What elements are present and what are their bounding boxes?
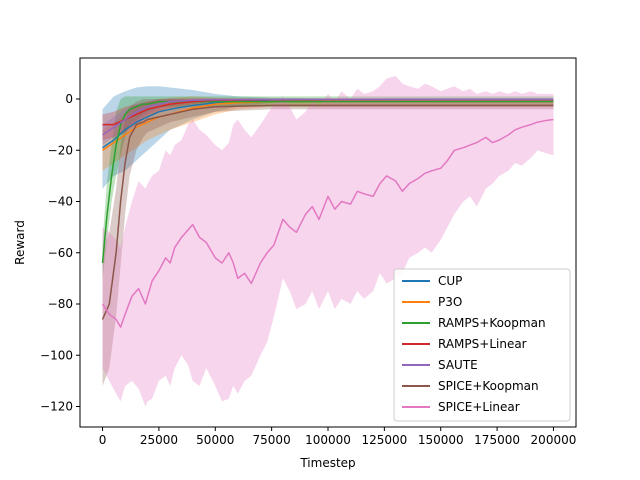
y-axis-ticks: −120 −100 −80 −60 −40 −20 0: [40, 92, 80, 414]
y-tick-label-6: 0: [65, 92, 73, 106]
legend-box: [393, 268, 571, 422]
band-series-5: [102, 99, 554, 386]
line-series-2: [101, 100, 554, 264]
band-series-6: [102, 75, 554, 407]
legend-label-3: RAMPS+Linear: [438, 337, 527, 351]
y-tick-label-2: −80: [48, 297, 73, 311]
legend-label-0: CUP: [438, 274, 462, 288]
y-tick-label-0: −120: [40, 400, 73, 414]
x-tick-label-4: 100000: [305, 433, 351, 447]
y-axis-label: Reward: [13, 220, 27, 265]
x-axis-ticks: 0 25000 50000 75000 100000 125000 150000 175000…: [99, 427, 577, 447]
x-tick-label-5: 125000: [361, 433, 407, 447]
y-tick-label-1: −100: [40, 348, 73, 362]
x-tick-label-0: 0: [99, 433, 107, 447]
x-axis-label: Timestep: [299, 456, 355, 470]
y-tick-label-3: −60: [48, 246, 73, 260]
line-series-6: [101, 118, 554, 328]
x-tick-label-1: 25000: [140, 433, 178, 447]
legend-label-2: RAMPS+Koopman: [438, 316, 546, 330]
band-series-0: [102, 86, 554, 189]
x-tick-label-8: 200000: [531, 433, 577, 447]
legend-label-5: SPICE+Koopman: [438, 379, 539, 393]
y-tick-label-4: −40: [48, 195, 73, 209]
band-series-4: [102, 98, 554, 146]
x-tick-label-6: 150000: [418, 433, 464, 447]
legend-label-1: P3O: [438, 295, 462, 309]
x-tick-label-3: 75000: [253, 433, 291, 447]
x-tick-label-7: 175000: [474, 433, 520, 447]
line-series-4: [102, 98, 554, 136]
x-tick-label-2: 50000: [196, 433, 234, 447]
legend-label-4: SAUTE: [438, 358, 478, 372]
band-series-3: [102, 98, 554, 140]
series-lines: [101, 98, 554, 328]
y-tick-label-5: −20: [48, 143, 73, 157]
line-series-5: [101, 104, 554, 320]
legend-label-6: SPICE+Linear: [438, 400, 520, 414]
legend: CUP P3O RAMPS+Koopman RAMPS+Linear SAUTE SPIC…: [393, 268, 571, 422]
